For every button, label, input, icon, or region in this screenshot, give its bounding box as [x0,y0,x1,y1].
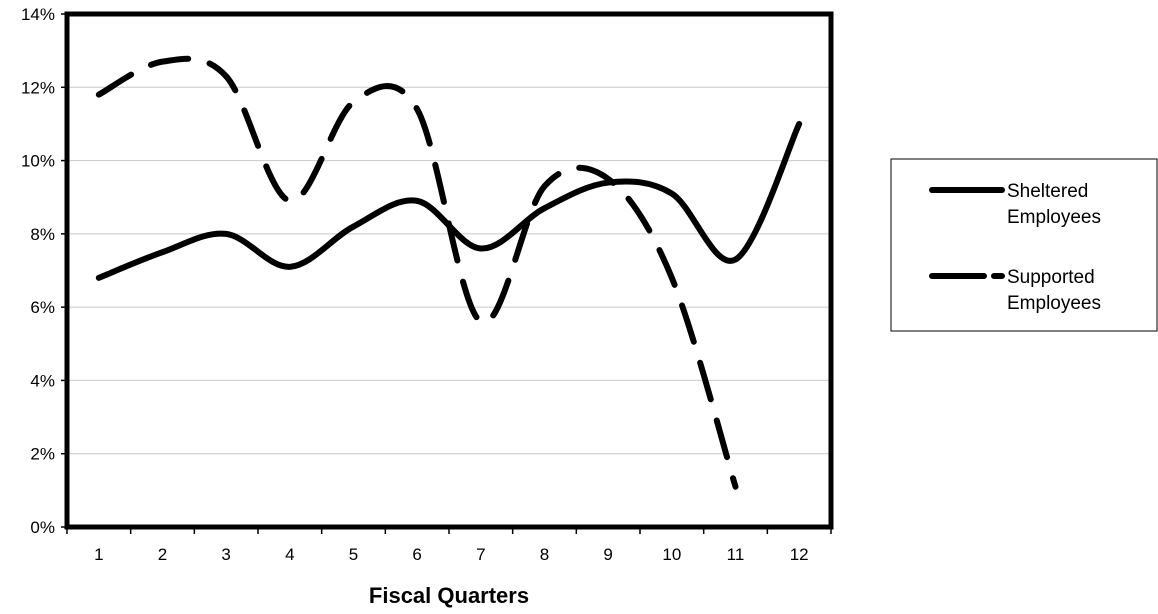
y-axis: 0% 2% 4% 6% 8% 10% 12% 14% [21,5,67,537]
x-tick-label: 4 [285,545,294,564]
series-layer [95,55,803,490]
legend: Sheltered Employees Supported Employees [890,158,1158,332]
x-axis: 1 2 3 4 5 6 7 8 9 10 11 12 [66,527,832,564]
legend-label: Sheltered [1007,181,1088,202]
series-line-sheltered [95,120,803,281]
x-tick-label: 6 [412,545,421,564]
series-line-supported [95,55,739,490]
x-tick-label: 10 [662,545,681,564]
x-tick-label: 9 [603,545,612,564]
legend-label: Supported [1007,267,1095,288]
y-tick-label: 12% [21,78,55,97]
y-tick-label: 2% [30,445,55,464]
plot-area-frame [64,11,834,530]
y-tick-label: 0% [30,518,55,537]
gridlines [67,86,831,455]
x-tick-label: 1 [94,545,103,564]
x-tick-label: 2 [158,545,167,564]
x-tick-label: 8 [540,545,549,564]
y-tick-label: 4% [30,371,55,390]
y-tick-label: 14% [21,5,55,24]
legend-label: Employees [1007,207,1101,228]
x-tick-label: 7 [476,545,485,564]
x-tick-label: 12 [790,545,809,564]
y-tick-label: 10% [21,152,55,171]
x-tick-label: 5 [349,545,358,564]
x-axis-title: Fiscal Quarters [369,583,529,608]
y-tick-label: 6% [30,298,55,317]
x-tick-label: 3 [221,545,230,564]
y-tick-label: 8% [30,225,55,244]
x-tick-label: 11 [727,545,745,564]
legend-label: Employees [1007,293,1101,314]
